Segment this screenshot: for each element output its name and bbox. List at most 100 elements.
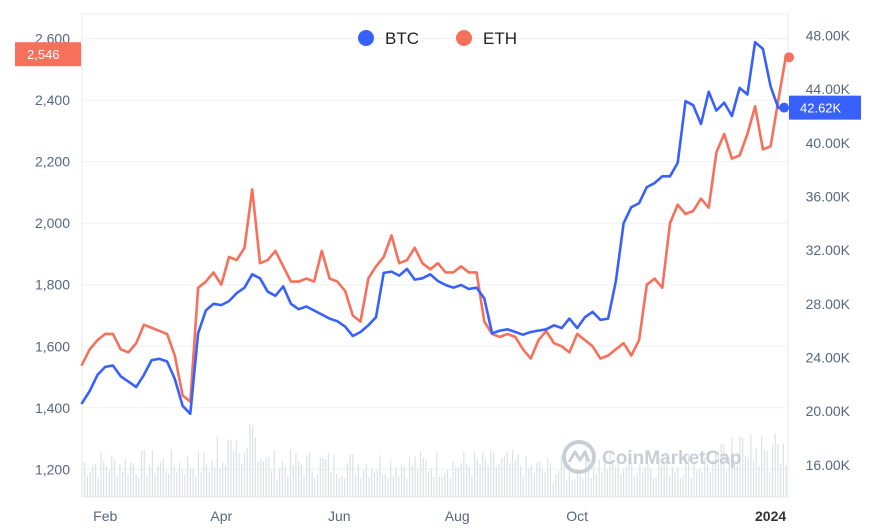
volume-bar xyxy=(639,464,641,497)
volume-bar xyxy=(308,452,311,497)
volume-bar xyxy=(376,470,378,497)
volume-bar xyxy=(289,449,292,497)
legend-item-btc[interactable]: BTC xyxy=(358,29,419,48)
volume-bar xyxy=(723,444,725,497)
volume-bar xyxy=(677,467,679,497)
volume-bar xyxy=(168,473,170,497)
volume-bar xyxy=(782,443,784,497)
volume-bar xyxy=(224,465,227,497)
volume-bar xyxy=(89,471,91,497)
volume-bar xyxy=(704,457,706,497)
legend-label-eth: ETH xyxy=(483,29,517,48)
legend-item-eth[interactable]: ETH xyxy=(456,29,517,48)
volume-bar xyxy=(647,463,649,497)
volume-bar xyxy=(298,461,300,497)
volume-bar xyxy=(455,465,457,497)
x-tick-label: Oct xyxy=(566,508,588,524)
volume-bar xyxy=(541,469,543,497)
volume-bar xyxy=(457,467,460,497)
volume-bar xyxy=(487,465,489,497)
volume-bar xyxy=(130,462,132,497)
volume-bar xyxy=(604,456,606,497)
volume-bar xyxy=(322,458,324,497)
volume-bar xyxy=(292,465,294,497)
volume-bar xyxy=(238,452,240,497)
volume-bar xyxy=(268,456,270,497)
volume-bar xyxy=(617,454,619,497)
volume-bar xyxy=(354,474,357,497)
volume-bar xyxy=(357,464,359,497)
volume-bar xyxy=(319,457,321,497)
volume-bar xyxy=(233,450,235,497)
volume-bar xyxy=(287,476,289,497)
volume-bar xyxy=(214,466,216,497)
volume-bar xyxy=(360,477,362,497)
volume-bar xyxy=(744,456,747,497)
volume-bar xyxy=(92,465,94,497)
volume-bar xyxy=(628,452,630,497)
volume-bar xyxy=(696,470,698,497)
series-line-btc xyxy=(80,40,788,416)
volume-bar xyxy=(679,478,682,497)
btc-last-point xyxy=(779,102,790,113)
volume-bar xyxy=(658,456,660,497)
volume-bar xyxy=(281,461,283,497)
volume-bar xyxy=(235,440,237,497)
volume-bar xyxy=(506,451,508,497)
watermark: CoinMarketCap xyxy=(562,440,741,474)
volume-bar xyxy=(392,476,395,497)
volume-bar xyxy=(113,459,116,497)
volume-bar xyxy=(216,436,218,497)
volume-bar xyxy=(197,451,200,497)
volume-bar xyxy=(338,477,340,497)
volume-bar xyxy=(625,466,627,497)
volume-bar xyxy=(712,460,714,497)
volume-bar xyxy=(154,473,156,497)
volume-bar xyxy=(641,471,644,497)
volume-bar xyxy=(650,469,652,497)
volume-bar xyxy=(766,451,768,497)
volume-bar xyxy=(763,450,766,497)
volume-bar xyxy=(636,474,638,497)
volume-bar xyxy=(715,452,717,497)
volume-bar xyxy=(674,472,676,497)
right-tick-label: 40.00K xyxy=(806,135,851,151)
volume-bar xyxy=(97,476,99,497)
volume-bar xyxy=(701,472,703,497)
volume-bar xyxy=(609,451,611,497)
volume-bar xyxy=(593,467,595,497)
volume-bar xyxy=(135,473,137,497)
volume-bar xyxy=(330,472,332,497)
volume-bar xyxy=(325,459,327,497)
legend[interactable]: BTC ETH xyxy=(358,29,517,48)
volume-bar xyxy=(590,477,592,497)
volume-bar xyxy=(750,434,752,497)
volume-bar xyxy=(585,450,587,497)
volume-bar xyxy=(189,468,191,497)
volume-bar xyxy=(379,455,381,497)
volume-bar xyxy=(501,457,503,497)
volume-bar xyxy=(522,476,524,497)
volume-bar xyxy=(384,474,386,497)
volume-bar xyxy=(438,476,441,497)
volume-bar xyxy=(279,468,281,497)
volume-bar xyxy=(276,478,278,497)
volume-bar xyxy=(84,462,86,497)
right-tick-label: 24.00K xyxy=(806,349,851,365)
volume-bar xyxy=(140,450,143,497)
volume-bar xyxy=(428,470,430,497)
series-line-eth xyxy=(80,53,788,403)
volume-bar xyxy=(709,472,711,497)
volume-bar xyxy=(430,468,432,497)
volume-bar xyxy=(446,469,449,497)
volume-bar xyxy=(682,475,684,497)
volume-bar xyxy=(265,458,267,497)
left-tick-label: 1,800 xyxy=(35,277,70,293)
volume-bar xyxy=(734,461,736,497)
right-tick-label: 16.00K xyxy=(806,457,851,473)
volume-bar xyxy=(633,476,636,497)
left-tick-label: 2,400 xyxy=(35,92,70,108)
volume-bar xyxy=(411,465,413,497)
volume-bar xyxy=(606,469,608,497)
